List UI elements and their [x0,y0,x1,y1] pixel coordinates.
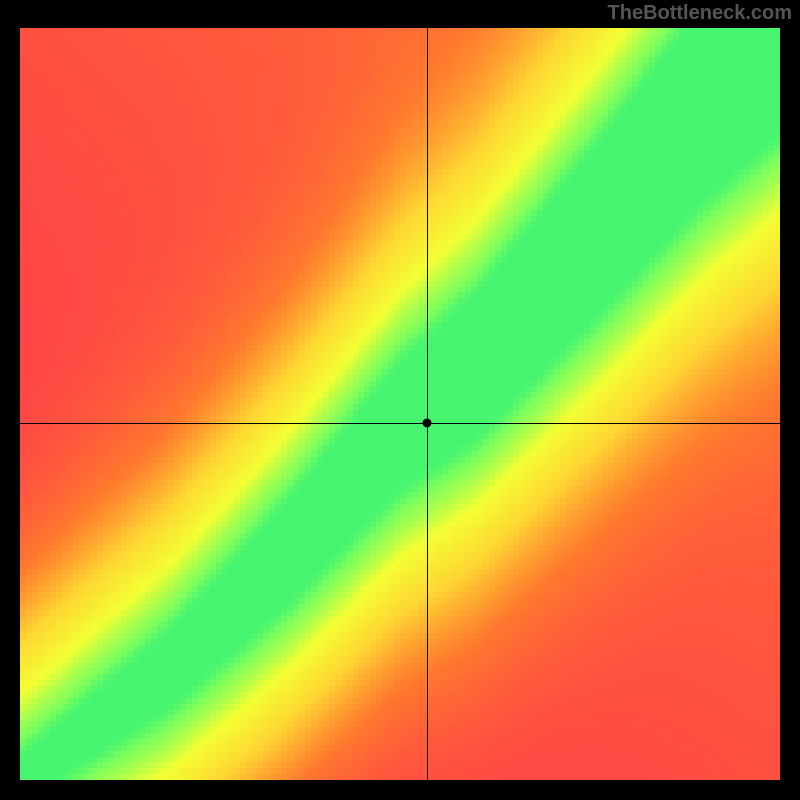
crosshair-vertical-line [427,28,428,780]
heatmap-canvas [20,28,780,780]
crosshair-dot [422,418,431,427]
heatmap-plot-area [20,28,780,780]
watermark-text: TheBottleneck.com [608,2,792,25]
figure-container: TheBottleneck.com [0,0,800,800]
crosshair-horizontal-line [20,423,780,424]
